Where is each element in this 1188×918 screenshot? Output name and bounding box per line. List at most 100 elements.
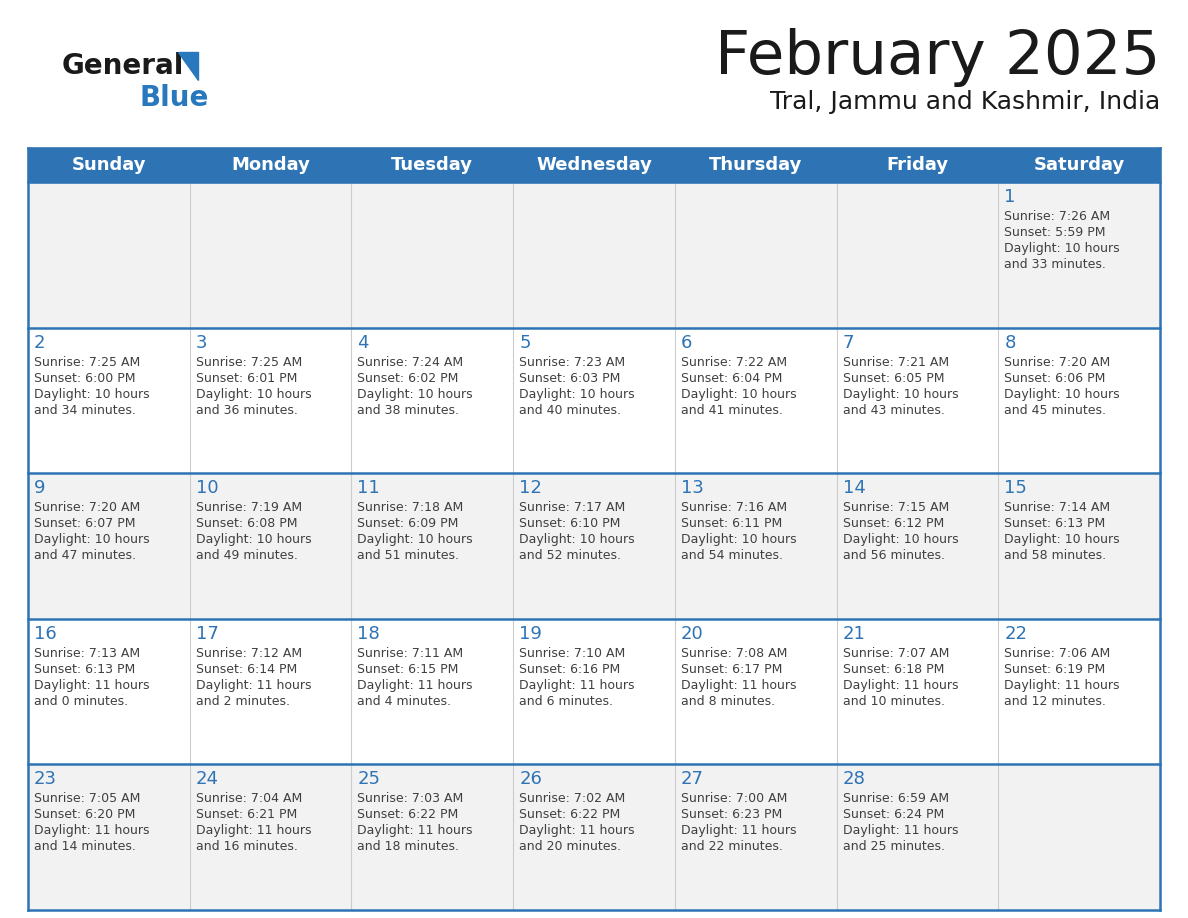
Text: Sunset: 6:15 PM: Sunset: 6:15 PM <box>358 663 459 676</box>
Text: Sunrise: 7:20 AM: Sunrise: 7:20 AM <box>34 501 140 514</box>
Text: Blue: Blue <box>140 84 209 112</box>
Text: Sunrise: 7:02 AM: Sunrise: 7:02 AM <box>519 792 625 805</box>
Text: Sunrise: 7:22 AM: Sunrise: 7:22 AM <box>681 355 786 369</box>
Text: Sunset: 6:24 PM: Sunset: 6:24 PM <box>842 809 943 822</box>
Text: and 20 minutes.: and 20 minutes. <box>519 840 621 854</box>
Text: and 25 minutes.: and 25 minutes. <box>842 840 944 854</box>
Text: Daylight: 10 hours: Daylight: 10 hours <box>681 533 796 546</box>
Text: Daylight: 10 hours: Daylight: 10 hours <box>519 533 634 546</box>
Text: Sunrise: 7:00 AM: Sunrise: 7:00 AM <box>681 792 788 805</box>
Text: Saturday: Saturday <box>1034 156 1125 174</box>
Text: Sunset: 6:05 PM: Sunset: 6:05 PM <box>842 372 944 385</box>
Text: Sunset: 6:20 PM: Sunset: 6:20 PM <box>34 809 135 822</box>
Text: and 34 minutes.: and 34 minutes. <box>34 404 135 417</box>
Text: Daylight: 10 hours: Daylight: 10 hours <box>34 533 150 546</box>
Text: 15: 15 <box>1004 479 1028 498</box>
Text: Sunset: 6:02 PM: Sunset: 6:02 PM <box>358 372 459 385</box>
Text: Sunrise: 7:07 AM: Sunrise: 7:07 AM <box>842 647 949 660</box>
Text: Daylight: 11 hours: Daylight: 11 hours <box>681 824 796 837</box>
Text: Sunrise: 7:03 AM: Sunrise: 7:03 AM <box>358 792 463 805</box>
Text: Sunrise: 7:15 AM: Sunrise: 7:15 AM <box>842 501 949 514</box>
Text: 1: 1 <box>1004 188 1016 206</box>
Text: Thursday: Thursday <box>709 156 802 174</box>
Text: 6: 6 <box>681 333 693 352</box>
Text: Sunrise: 7:18 AM: Sunrise: 7:18 AM <box>358 501 463 514</box>
Text: Sunrise: 7:24 AM: Sunrise: 7:24 AM <box>358 355 463 369</box>
Text: Sunset: 6:23 PM: Sunset: 6:23 PM <box>681 809 782 822</box>
Bar <box>29 182 1159 328</box>
Text: Sunrise: 7:11 AM: Sunrise: 7:11 AM <box>358 647 463 660</box>
Text: Daylight: 10 hours: Daylight: 10 hours <box>196 533 311 546</box>
Polygon shape <box>178 52 198 80</box>
Text: Daylight: 11 hours: Daylight: 11 hours <box>519 824 634 837</box>
Text: Sunset: 6:19 PM: Sunset: 6:19 PM <box>1004 663 1106 676</box>
Text: and 12 minutes.: and 12 minutes. <box>1004 695 1106 708</box>
Text: Daylight: 11 hours: Daylight: 11 hours <box>519 678 634 692</box>
Text: Sunset: 6:13 PM: Sunset: 6:13 PM <box>34 663 135 676</box>
Text: 17: 17 <box>196 625 219 643</box>
Text: and 16 minutes.: and 16 minutes. <box>196 840 297 854</box>
Text: and 38 minutes.: and 38 minutes. <box>358 404 460 417</box>
Text: and 22 minutes.: and 22 minutes. <box>681 840 783 854</box>
Text: and 8 minutes.: and 8 minutes. <box>681 695 775 708</box>
Text: Daylight: 11 hours: Daylight: 11 hours <box>358 824 473 837</box>
Text: Sunset: 6:12 PM: Sunset: 6:12 PM <box>842 517 943 531</box>
Text: Daylight: 11 hours: Daylight: 11 hours <box>681 678 796 692</box>
Text: 9: 9 <box>34 479 45 498</box>
Text: Daylight: 11 hours: Daylight: 11 hours <box>34 824 150 837</box>
Text: Daylight: 10 hours: Daylight: 10 hours <box>681 387 796 400</box>
Text: Sunset: 6:01 PM: Sunset: 6:01 PM <box>196 372 297 385</box>
Text: 5: 5 <box>519 333 531 352</box>
Text: Sunset: 6:16 PM: Sunset: 6:16 PM <box>519 663 620 676</box>
Text: 4: 4 <box>358 333 369 352</box>
Text: Sunset: 6:22 PM: Sunset: 6:22 PM <box>358 809 459 822</box>
Text: 12: 12 <box>519 479 542 498</box>
Text: Sunrise: 7:10 AM: Sunrise: 7:10 AM <box>519 647 625 660</box>
Text: Tuesday: Tuesday <box>391 156 473 174</box>
Text: Sunrise: 7:13 AM: Sunrise: 7:13 AM <box>34 647 140 660</box>
Bar <box>29 473 1159 619</box>
Text: Sunrise: 7:25 AM: Sunrise: 7:25 AM <box>196 355 302 369</box>
Text: Sunrise: 7:25 AM: Sunrise: 7:25 AM <box>34 355 140 369</box>
Text: Sunset: 6:06 PM: Sunset: 6:06 PM <box>1004 372 1106 385</box>
Text: and 54 minutes.: and 54 minutes. <box>681 549 783 562</box>
Text: Daylight: 11 hours: Daylight: 11 hours <box>34 678 150 692</box>
Text: 20: 20 <box>681 625 703 643</box>
Text: 27: 27 <box>681 770 703 789</box>
Text: Sunrise: 7:19 AM: Sunrise: 7:19 AM <box>196 501 302 514</box>
Text: Sunset: 6:04 PM: Sunset: 6:04 PM <box>681 372 782 385</box>
Text: 14: 14 <box>842 479 865 498</box>
Bar <box>29 328 1159 473</box>
Text: and 58 minutes.: and 58 minutes. <box>1004 549 1106 562</box>
Text: and 49 minutes.: and 49 minutes. <box>196 549 297 562</box>
Bar <box>29 765 1159 910</box>
Text: and 51 minutes.: and 51 minutes. <box>358 549 460 562</box>
Text: 13: 13 <box>681 479 703 498</box>
Bar <box>29 619 1159 765</box>
Text: Sunset: 6:00 PM: Sunset: 6:00 PM <box>34 372 135 385</box>
Text: and 33 minutes.: and 33 minutes. <box>1004 258 1106 271</box>
Text: Daylight: 10 hours: Daylight: 10 hours <box>1004 387 1120 400</box>
Text: Sunrise: 7:08 AM: Sunrise: 7:08 AM <box>681 647 788 660</box>
Text: Sunrise: 7:06 AM: Sunrise: 7:06 AM <box>1004 647 1111 660</box>
Text: Daylight: 10 hours: Daylight: 10 hours <box>842 387 959 400</box>
Text: Daylight: 10 hours: Daylight: 10 hours <box>34 387 150 400</box>
Text: Daylight: 10 hours: Daylight: 10 hours <box>358 533 473 546</box>
Text: Daylight: 11 hours: Daylight: 11 hours <box>358 678 473 692</box>
Text: Daylight: 11 hours: Daylight: 11 hours <box>196 824 311 837</box>
Text: and 52 minutes.: and 52 minutes. <box>519 549 621 562</box>
Text: 18: 18 <box>358 625 380 643</box>
Text: Daylight: 10 hours: Daylight: 10 hours <box>1004 533 1120 546</box>
Text: Sunset: 5:59 PM: Sunset: 5:59 PM <box>1004 226 1106 239</box>
Text: and 6 minutes.: and 6 minutes. <box>519 695 613 708</box>
Text: Sunrise: 7:05 AM: Sunrise: 7:05 AM <box>34 792 140 805</box>
Text: General: General <box>62 52 184 80</box>
Text: Daylight: 11 hours: Daylight: 11 hours <box>196 678 311 692</box>
Text: Sunrise: 7:20 AM: Sunrise: 7:20 AM <box>1004 355 1111 369</box>
Text: 21: 21 <box>842 625 865 643</box>
Text: 28: 28 <box>842 770 865 789</box>
Text: 10: 10 <box>196 479 219 498</box>
Text: Sunset: 6:10 PM: Sunset: 6:10 PM <box>519 517 620 531</box>
Text: and 36 minutes.: and 36 minutes. <box>196 404 297 417</box>
Text: Friday: Friday <box>886 156 948 174</box>
